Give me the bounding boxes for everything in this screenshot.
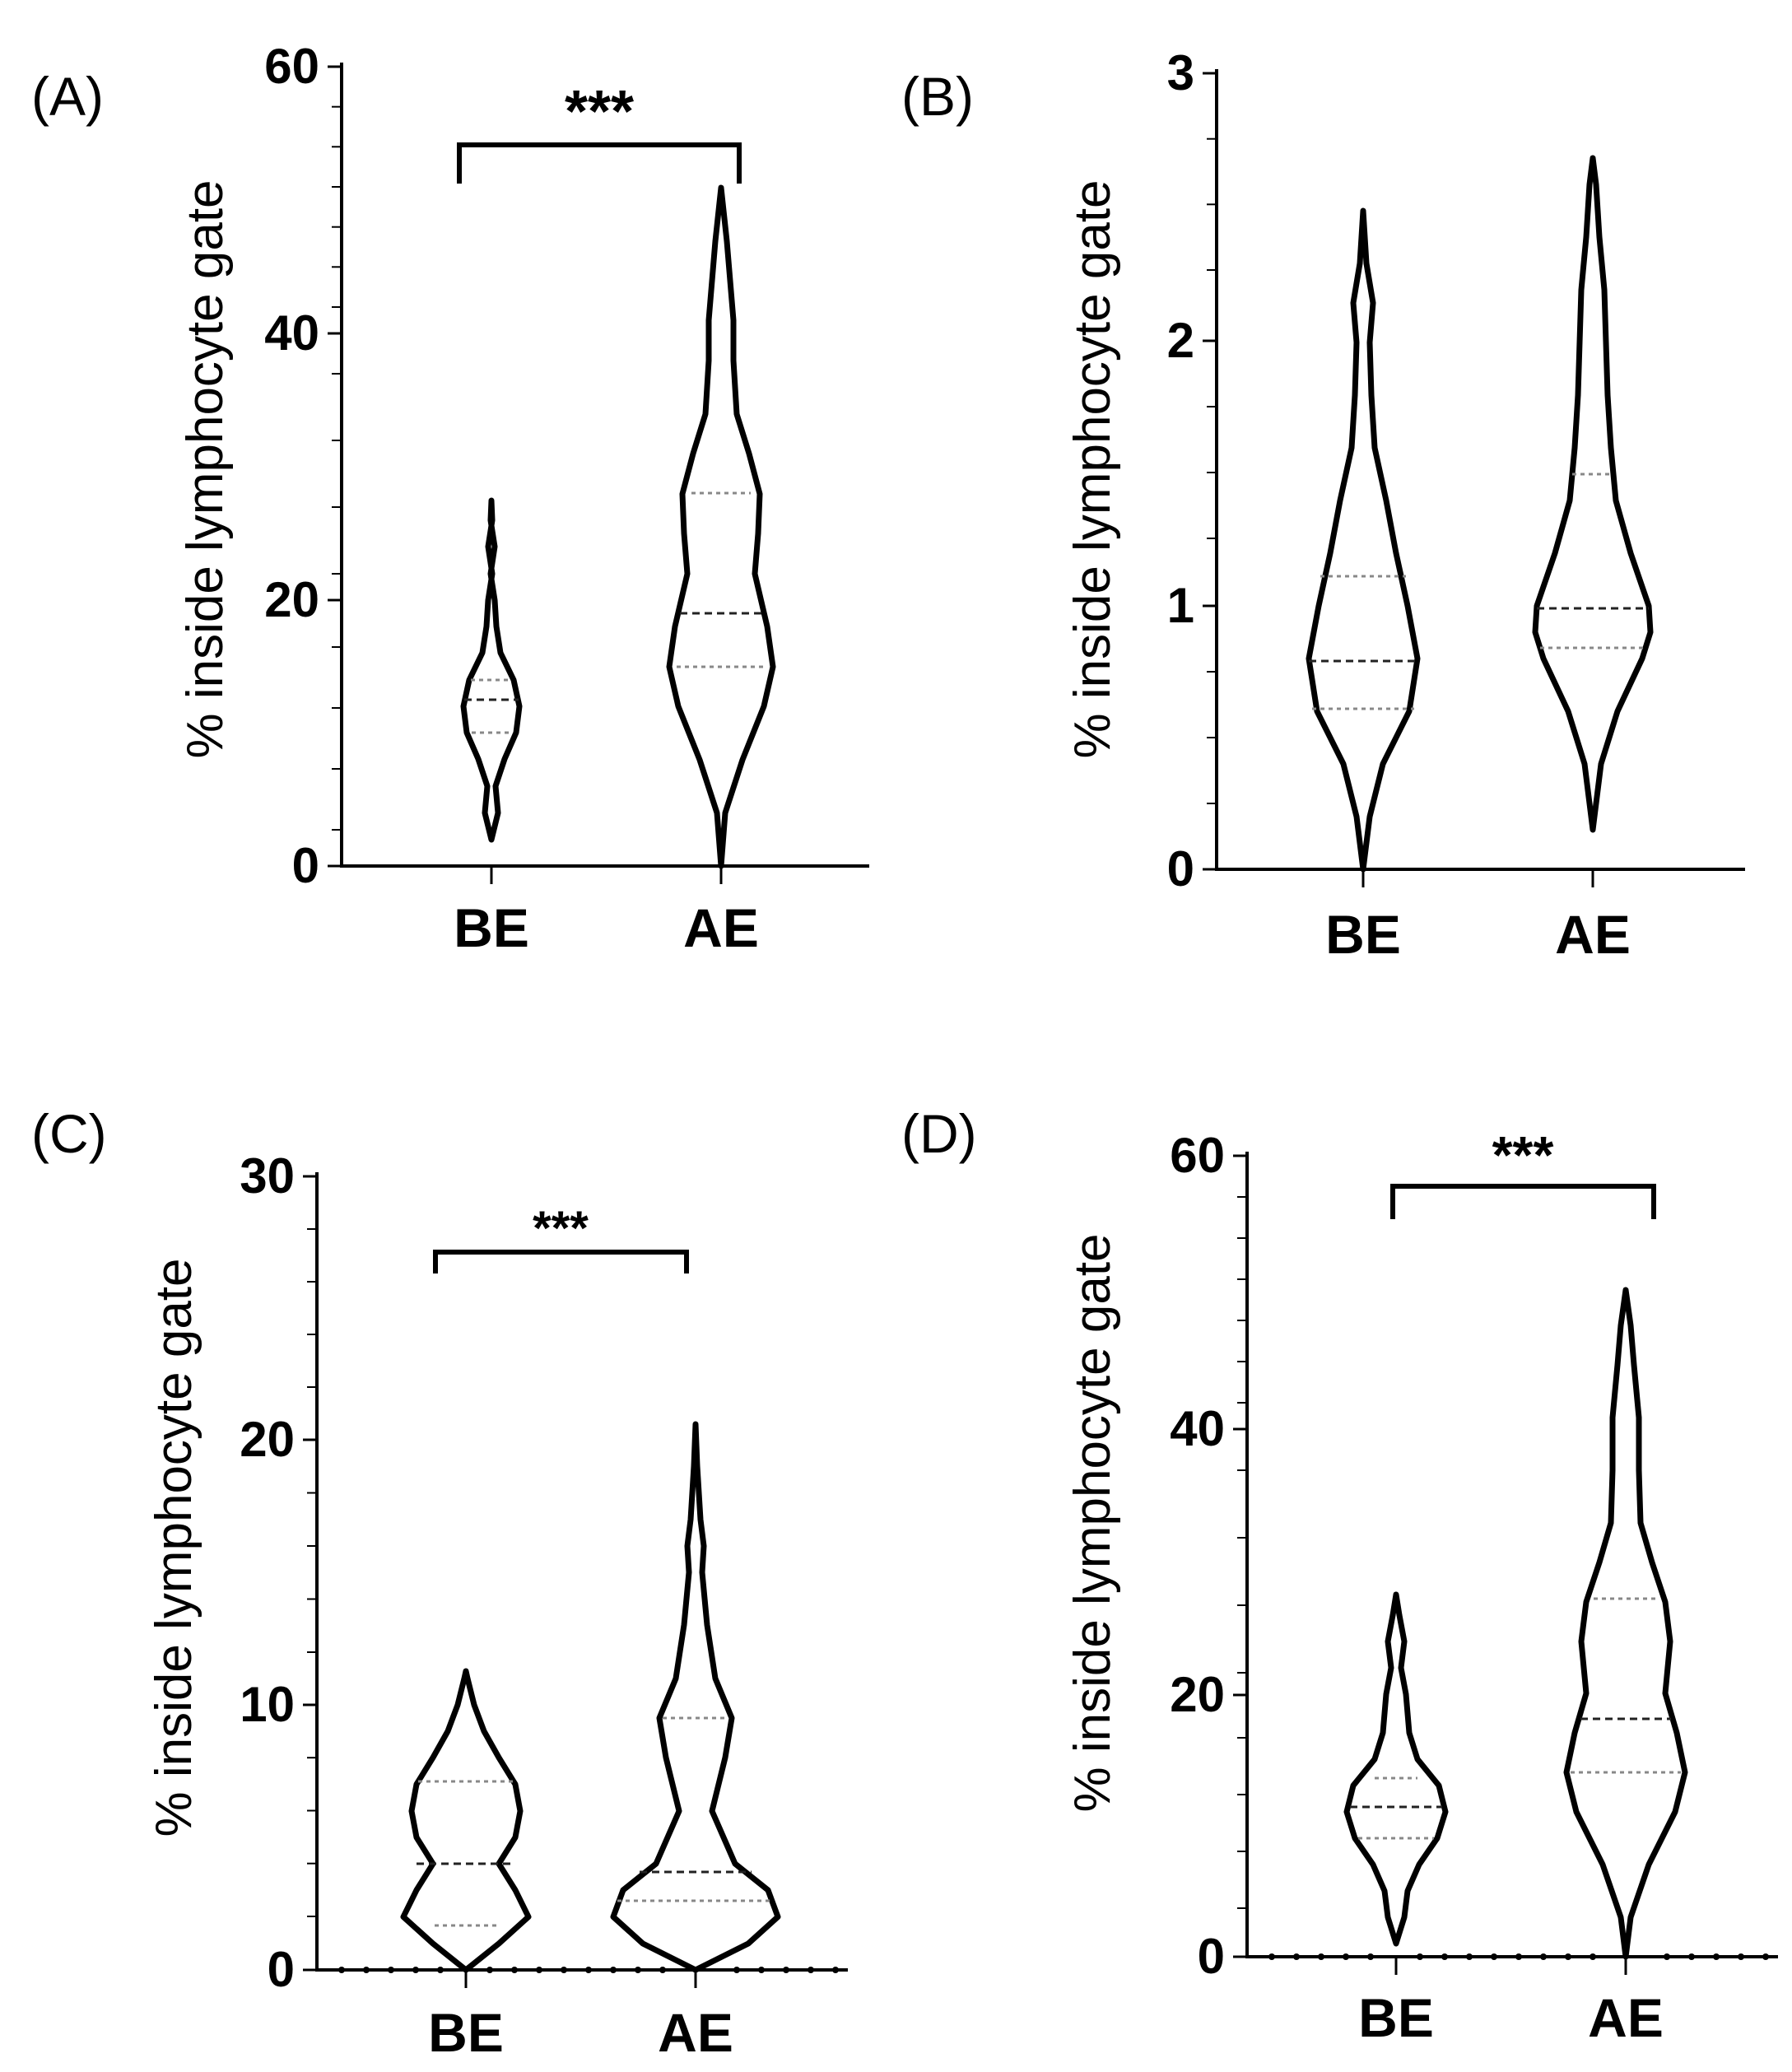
- y-tick-label: 20: [264, 572, 319, 627]
- x-tick-label-be: BE: [428, 2002, 504, 2063]
- violin-be: [400, 1668, 532, 1973]
- median-lines: [464, 612, 762, 701]
- violin-ae: [1563, 1287, 1688, 1960]
- violin-be: [1306, 207, 1421, 873]
- significance-label: ***: [1492, 1125, 1554, 1185]
- y-tick-label: 30: [240, 1148, 295, 1204]
- y-tick-label: 3: [1167, 45, 1194, 100]
- y-minor-ticks: [307, 1228, 317, 1917]
- x-tick-label-be: BE: [1325, 904, 1401, 965]
- panel-b: (B) % inside lymphocyte gate 3 2 1 0 BE …: [901, 45, 1745, 965]
- x-tick-label-ae: AE: [658, 2002, 733, 2063]
- y-tick-label: 0: [1167, 841, 1194, 896]
- quartile-lines: [1358, 1597, 1681, 1840]
- significance-label: ***: [565, 79, 634, 145]
- panel-c: (C) % inside lymphocyte gate 30 20 10 0 …: [31, 1103, 848, 2063]
- x-axis-dots: [338, 1967, 839, 1973]
- y-tick-label: 60: [1170, 1128, 1225, 1183]
- y-tick-label: 60: [264, 39, 319, 94]
- significance-label: ***: [533, 1202, 589, 1255]
- x-tick-label-be: BE: [454, 897, 529, 958]
- y-minor-ticks: [1207, 137, 1217, 804]
- y-axis-label: % inside lymphocyte gate: [177, 179, 234, 758]
- y-tick-label: 40: [264, 305, 319, 361]
- y-tick-label: 20: [1170, 1667, 1225, 1722]
- panel-label: (B): [901, 66, 974, 127]
- significance-bracket: [1390, 1184, 1656, 1219]
- y-axis-label: % inside lymphocyte gate: [146, 1258, 202, 1837]
- violin-ae: [666, 184, 776, 869]
- median-lines: [1350, 1717, 1671, 1809]
- y-minor-ticks: [1237, 1196, 1247, 1909]
- violin-ae: [610, 1421, 781, 1973]
- y-minor-ticks: [332, 105, 342, 831]
- panel-label: (A): [31, 66, 104, 127]
- x-tick-label-be: BE: [1358, 1987, 1434, 2048]
- y-tick-label: 0: [1198, 1929, 1225, 1984]
- x-tick-label-ae: AE: [1555, 904, 1631, 965]
- panel-d: (D) % inside lymphocyte gate 60 40 20 0 …: [901, 1103, 1778, 2048]
- y-tick-label: 20: [240, 1412, 295, 1467]
- panel-label: (C): [31, 1103, 107, 1164]
- y-tick-label: 10: [240, 1677, 295, 1732]
- y-major-ticks: [1233, 1154, 1247, 1958]
- y-tick-label: 0: [292, 838, 319, 893]
- violin-ae: [1532, 155, 1654, 833]
- significance-bracket: [433, 1250, 689, 1273]
- significance-bracket: [457, 142, 742, 184]
- y-major-ticks: [328, 65, 342, 868]
- y-tick-label: 40: [1170, 1401, 1225, 1456]
- y-major-ticks: [303, 1175, 317, 1972]
- y-tick-label: 0: [268, 1942, 295, 1997]
- panel-a: (A) % inside lymphocyte gate 60 40 20 0 …: [31, 39, 869, 958]
- quartile-lines: [1312, 473, 1645, 710]
- median-lines: [1309, 607, 1649, 663]
- violin-be: [460, 497, 523, 843]
- y-axis-label: % inside lymphocyte gate: [1064, 1233, 1121, 1812]
- median-lines: [417, 1862, 752, 1874]
- y-axis-label: % inside lymphocyte gate: [1064, 179, 1121, 758]
- violin-be: [1343, 1591, 1449, 1947]
- y-tick-label: 1: [1167, 578, 1194, 633]
- y-tick-label: 2: [1167, 313, 1194, 368]
- x-tick-label-ae: AE: [683, 897, 759, 958]
- x-axis-dots: [1268, 1953, 1769, 1960]
- quartile-lines: [418, 1716, 774, 1927]
- x-tick-label-ae: AE: [1588, 1987, 1664, 2048]
- quartile-lines: [471, 491, 766, 734]
- panel-label: (D): [901, 1103, 977, 1164]
- y-major-ticks: [1203, 72, 1217, 871]
